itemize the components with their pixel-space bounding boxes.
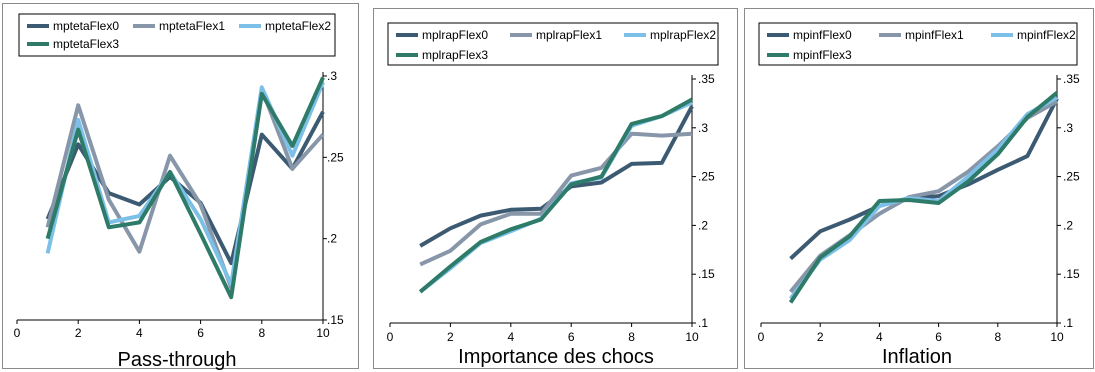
legend: mplrapFlex0 mplrapFlex1 mplrapFlex2 mplrapF…: [387, 22, 719, 66]
chart-title-inflation: Inflation: [882, 346, 952, 368]
y-tick-label: .2: [698, 218, 708, 232]
y-tick-label: .2: [1063, 218, 1073, 232]
legend-box: [758, 22, 1078, 66]
series-line-mpinfflex3: [788, 91, 1059, 304]
y-tick-label: .25: [1063, 170, 1080, 184]
legend-label: mpinfFlex0: [793, 28, 852, 42]
chart-title-importance-des-chocs: Importance des chocs: [458, 346, 654, 368]
x-tick-label: 8: [628, 330, 635, 344]
legend-label: mptetaFlex1: [159, 19, 225, 33]
y-tick-label: .35: [698, 72, 715, 86]
x-tick-label: 0: [758, 330, 765, 344]
legend-box: [18, 13, 336, 57]
y-tick-label: .35: [1063, 72, 1080, 86]
legend-label: mptetaFlex0: [53, 19, 119, 33]
series-line-mptetaflex3: [45, 76, 325, 300]
y-tick-label: .2: [327, 232, 337, 246]
legend-label: mptetaFlex2: [265, 19, 331, 33]
chart-panel-pass-through: 0 2 4 6 8 10.15.2.25.3 mptetaFlex0 mptetaFlex1 m…: [2, 3, 359, 370]
x-tick-label: 0: [14, 326, 21, 340]
y-tick-label: .1: [698, 316, 708, 330]
y-tick-label: .3: [1063, 121, 1073, 135]
series-line-mptetaflex1: [45, 87, 325, 290]
legend-label: mpinfFlex3: [793, 48, 852, 62]
x-tick-label: 0: [387, 330, 394, 344]
y-tick-label: .3: [327, 69, 337, 83]
x-tick-label: 10: [1050, 330, 1064, 344]
chart-title-pass-through: Pass-through: [118, 349, 237, 370]
series-line-mplrapflex0: [419, 105, 694, 248]
y-tick-label: .15: [698, 267, 715, 281]
y-tick-label: .25: [327, 150, 344, 164]
x-tick-label: 2: [447, 330, 454, 344]
series-line-mplrapflex1: [419, 131, 693, 267]
y-tick-label: .15: [1063, 267, 1080, 281]
legend: mptetaFlex0 mptetaFlex1 mptetaFlex2 mptetaF…: [18, 13, 336, 57]
x-tick-label: 2: [75, 326, 82, 340]
legend-label: mplrapFlex3: [422, 48, 488, 62]
x-tick-label: 6: [568, 330, 575, 344]
y-tick-label: .25: [698, 170, 715, 184]
x-tick-label: 8: [258, 326, 265, 340]
x-tick-label: 8: [994, 330, 1001, 344]
y-tick-label: .3: [698, 121, 708, 135]
y-tick-label: .15: [327, 313, 344, 327]
legend-box: [387, 22, 719, 66]
legend-label: mplrapFlex2: [650, 28, 716, 42]
series-line-mplrapflex3: [418, 97, 693, 294]
x-tick-label: 6: [197, 326, 204, 340]
chart-panel-inflation: 0 2 4 6 8 10.1.15.2.25.3.35 mpinfFlex0 mpinfFle…: [744, 8, 1094, 369]
x-tick-label: 10: [316, 326, 330, 340]
legend-label: mpinfFlex2: [1017, 28, 1076, 42]
legend-label: mplrapFlex1: [536, 28, 602, 42]
x-tick-label: 4: [876, 330, 883, 344]
series-line-mpinfflex0: [789, 97, 1059, 261]
x-tick-label: 4: [507, 330, 514, 344]
x-tick-label: 4: [136, 326, 143, 340]
chart-panel-importance-des-chocs: 0 2 4 6 8 10.1.15.2.25.3.35 mplrapFlex0 mplrapF…: [373, 8, 738, 369]
x-tick-label: 2: [817, 330, 824, 344]
x-tick-label: 10: [685, 330, 699, 344]
legend-label: mptetaFlex3: [53, 37, 119, 51]
legend: mpinfFlex0 mpinfFlex1 mpinfFlex2 mpinfFlex3: [758, 22, 1078, 66]
legend-label: mplrapFlex0: [422, 28, 488, 42]
legend-label: mpinfFlex1: [905, 28, 964, 42]
y-tick-label: .1: [1063, 316, 1073, 330]
x-tick-label: 6: [935, 330, 942, 344]
